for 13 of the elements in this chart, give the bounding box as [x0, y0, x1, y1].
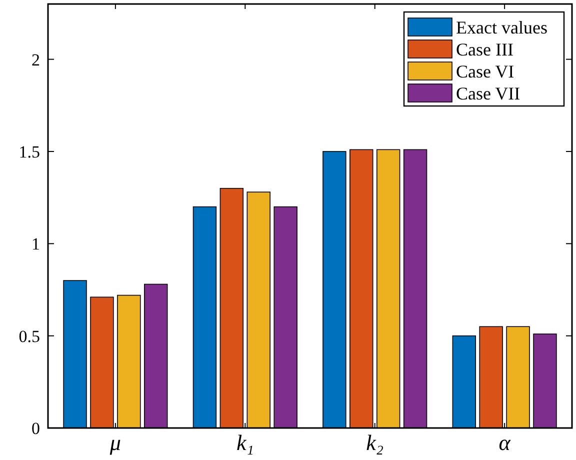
- y-tick-label: 2: [32, 50, 40, 70]
- legend-label: Case VI: [456, 61, 514, 82]
- legend-label: Case III: [456, 39, 514, 60]
- y-tick-label: 0.5: [18, 326, 40, 346]
- y-tick-label: 0: [32, 418, 40, 438]
- x-tick-label: μ: [108, 430, 121, 455]
- legend-label: Exact values: [456, 17, 548, 38]
- y-tick-label: 1.5: [18, 142, 40, 162]
- x-tick-label: α: [498, 430, 511, 455]
- y-tick-label: 1: [32, 234, 40, 254]
- legend-label: Case VII: [456, 83, 520, 104]
- x-tick-label: k₁: [236, 430, 254, 455]
- x-tick-label: k₂: [366, 430, 384, 455]
